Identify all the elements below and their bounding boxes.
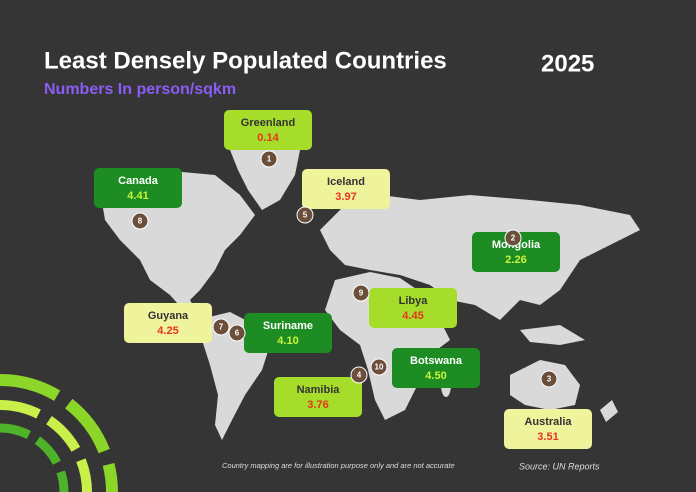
country-labels: Greenland0.141Mongolia2.262Australia3.51… [94, 110, 592, 449]
rank-number: 4 [357, 371, 362, 380]
country-name: Botswana [410, 355, 463, 367]
label-box [302, 169, 390, 209]
label-box [244, 313, 332, 353]
country-name: Namibia [297, 384, 341, 396]
rank-number: 8 [138, 217, 143, 226]
country-value: 4.50 [425, 370, 446, 382]
country-name: Greenland [241, 117, 295, 129]
rank-marker [504, 229, 522, 247]
country-name: Canada [118, 175, 159, 187]
country-value: 4.41 [127, 190, 148, 202]
rank-number: 2 [511, 234, 516, 243]
country-name: Australia [524, 416, 572, 428]
subtitle: Numbers In person/sqkm [44, 81, 236, 98]
rank-number: 6 [235, 329, 240, 338]
rank-number: 7 [219, 323, 224, 332]
rank-marker [212, 318, 230, 336]
rank-marker [131, 212, 149, 230]
country-name: Guyana [148, 310, 189, 322]
label-box [504, 409, 592, 449]
label-box [224, 110, 312, 150]
rank-number: 5 [303, 211, 308, 220]
rank-marker [350, 366, 368, 384]
year: 2025 [541, 50, 594, 77]
rank-marker [260, 150, 278, 168]
label-box [94, 168, 182, 208]
label-box [392, 348, 480, 388]
country-value: 3.51 [537, 431, 558, 443]
rank-marker [228, 324, 246, 342]
country-value: 4.45 [402, 310, 423, 322]
label-box [472, 232, 560, 272]
country-value: 4.25 [157, 325, 178, 337]
country-value: 4.10 [277, 335, 298, 347]
country-name: Suriname [263, 320, 313, 332]
rank-number: 3 [547, 375, 552, 384]
footnote: Country mapping are for illustration pur… [222, 461, 455, 470]
country-value: 2.26 [505, 254, 526, 266]
decor-arcs [0, 374, 118, 492]
rank-marker [352, 284, 370, 302]
label-box [274, 377, 362, 417]
label-box [369, 288, 457, 328]
country-value: 3.97 [335, 191, 356, 203]
rank-marker [296, 206, 314, 224]
rank-number: 9 [359, 289, 364, 298]
rank-number: 10 [375, 363, 384, 372]
source: Source: UN Reports [519, 461, 600, 471]
rank-marker [540, 370, 558, 388]
rank-number: 1 [267, 155, 272, 164]
country-value: 0.14 [257, 132, 279, 144]
country-value: 3.76 [307, 399, 328, 411]
country-name: Libya [399, 295, 429, 307]
rank-marker [370, 358, 388, 376]
country-name: Iceland [327, 176, 365, 188]
label-box [124, 303, 212, 343]
title: Least Densely Populated Countries [44, 47, 447, 74]
